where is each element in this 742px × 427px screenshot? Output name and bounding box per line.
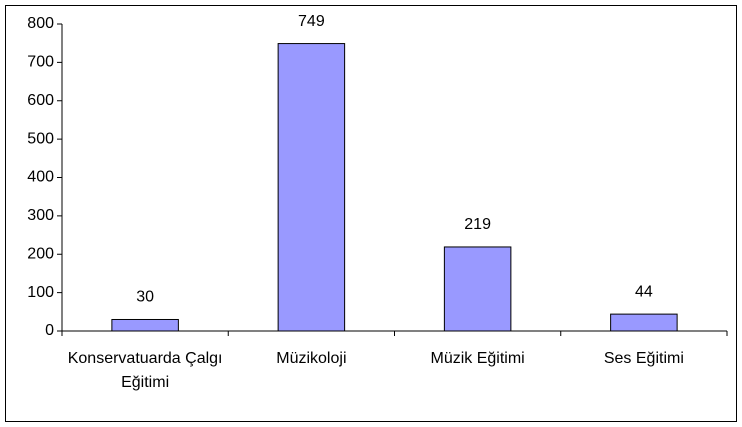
y-tick-label: 400 [27,169,54,186]
data-label: 30 [136,289,154,306]
y-tick-label: 300 [27,207,54,224]
y-tick-label: 800 [27,15,54,32]
bar [277,43,346,332]
x-tick-label: Müzik Eğitimi [430,350,525,367]
x-tick-label: Konservatuarda Çalgı Eğitimi [67,350,223,391]
y-tick-label: 100 [27,284,54,301]
x-tick-label: Ses Eğitimi [603,350,684,367]
bar [111,318,179,332]
data-label: 749 [298,13,325,30]
y-tick-label: 0 [45,322,54,339]
data-label: 219 [464,216,491,233]
y-tick-label: 200 [27,245,54,262]
data-label: 44 [635,283,653,300]
x-tick-label: Müzikoloji [276,350,347,367]
chart-border [5,5,737,422]
bar [443,246,512,332]
y-tick-label: 600 [27,92,54,109]
y-tick-label: 700 [27,54,54,71]
bar [610,313,678,332]
y-tick-label: 500 [27,130,54,147]
